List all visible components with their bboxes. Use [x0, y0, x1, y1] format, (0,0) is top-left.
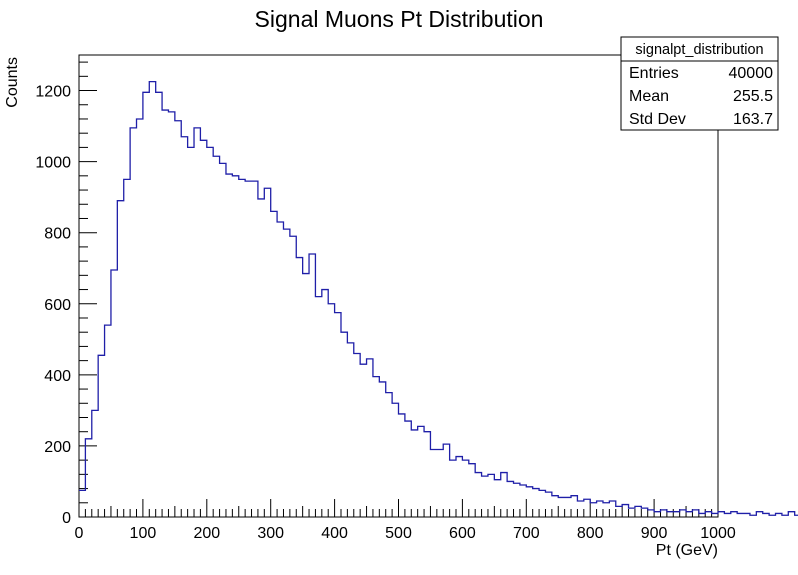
x-tick-label: 100: [130, 525, 157, 542]
stats-entries-label: Entries: [629, 65, 679, 82]
x-tick-label: 0: [75, 525, 84, 542]
stats-entries-value: 40000: [729, 65, 774, 82]
x-axis-label: Pt (GeV): [656, 542, 718, 559]
y-tick-label: 1000: [35, 155, 71, 172]
x-tick-label: 900: [641, 525, 668, 542]
x-tick-label: 300: [257, 525, 284, 542]
y-tick-label: 400: [44, 368, 71, 385]
x-tick-label: 800: [577, 525, 604, 542]
y-axis-ticks: [79, 61, 97, 518]
y-tick-label: 200: [44, 439, 71, 456]
x-tick-label: 400: [321, 525, 348, 542]
x-tick-label: 500: [385, 525, 412, 542]
y-axis-label: Counts: [4, 57, 21, 108]
x-axis-tick-labels: 0 100 200 300 400 500 600 700 800 900 1000: [75, 525, 736, 542]
y-tick-label: 0: [62, 510, 71, 527]
y-tick-label: 1200: [35, 84, 71, 101]
stats-mean-label: Mean: [629, 88, 669, 105]
stats-stddev-value: 163.7: [733, 111, 773, 128]
x-tick-label: 200: [193, 525, 220, 542]
chart-title: Signal Muons Pt Distribution: [255, 6, 544, 32]
stats-stddev-label: Std Dev: [629, 111, 686, 128]
x-axis-ticks: [78, 499, 719, 517]
stats-box-title: signalpt_distribution: [635, 42, 763, 58]
stats-mean-value: 255.5: [733, 88, 773, 105]
histogram-series-line: [79, 81, 798, 516]
stats-box: signalpt_distribution Entries 40000 Mean…: [620, 36, 779, 131]
y-tick-label: 600: [44, 297, 71, 314]
x-tick-label: 600: [449, 525, 476, 542]
y-axis-tick-labels: 0 200 400 600 800 1000 1200: [35, 84, 71, 527]
y-tick-label: 800: [44, 226, 71, 243]
stats-box-frame: [620, 36, 779, 131]
x-tick-label: 700: [513, 525, 540, 542]
x-tick-label: 1000: [700, 525, 736, 542]
